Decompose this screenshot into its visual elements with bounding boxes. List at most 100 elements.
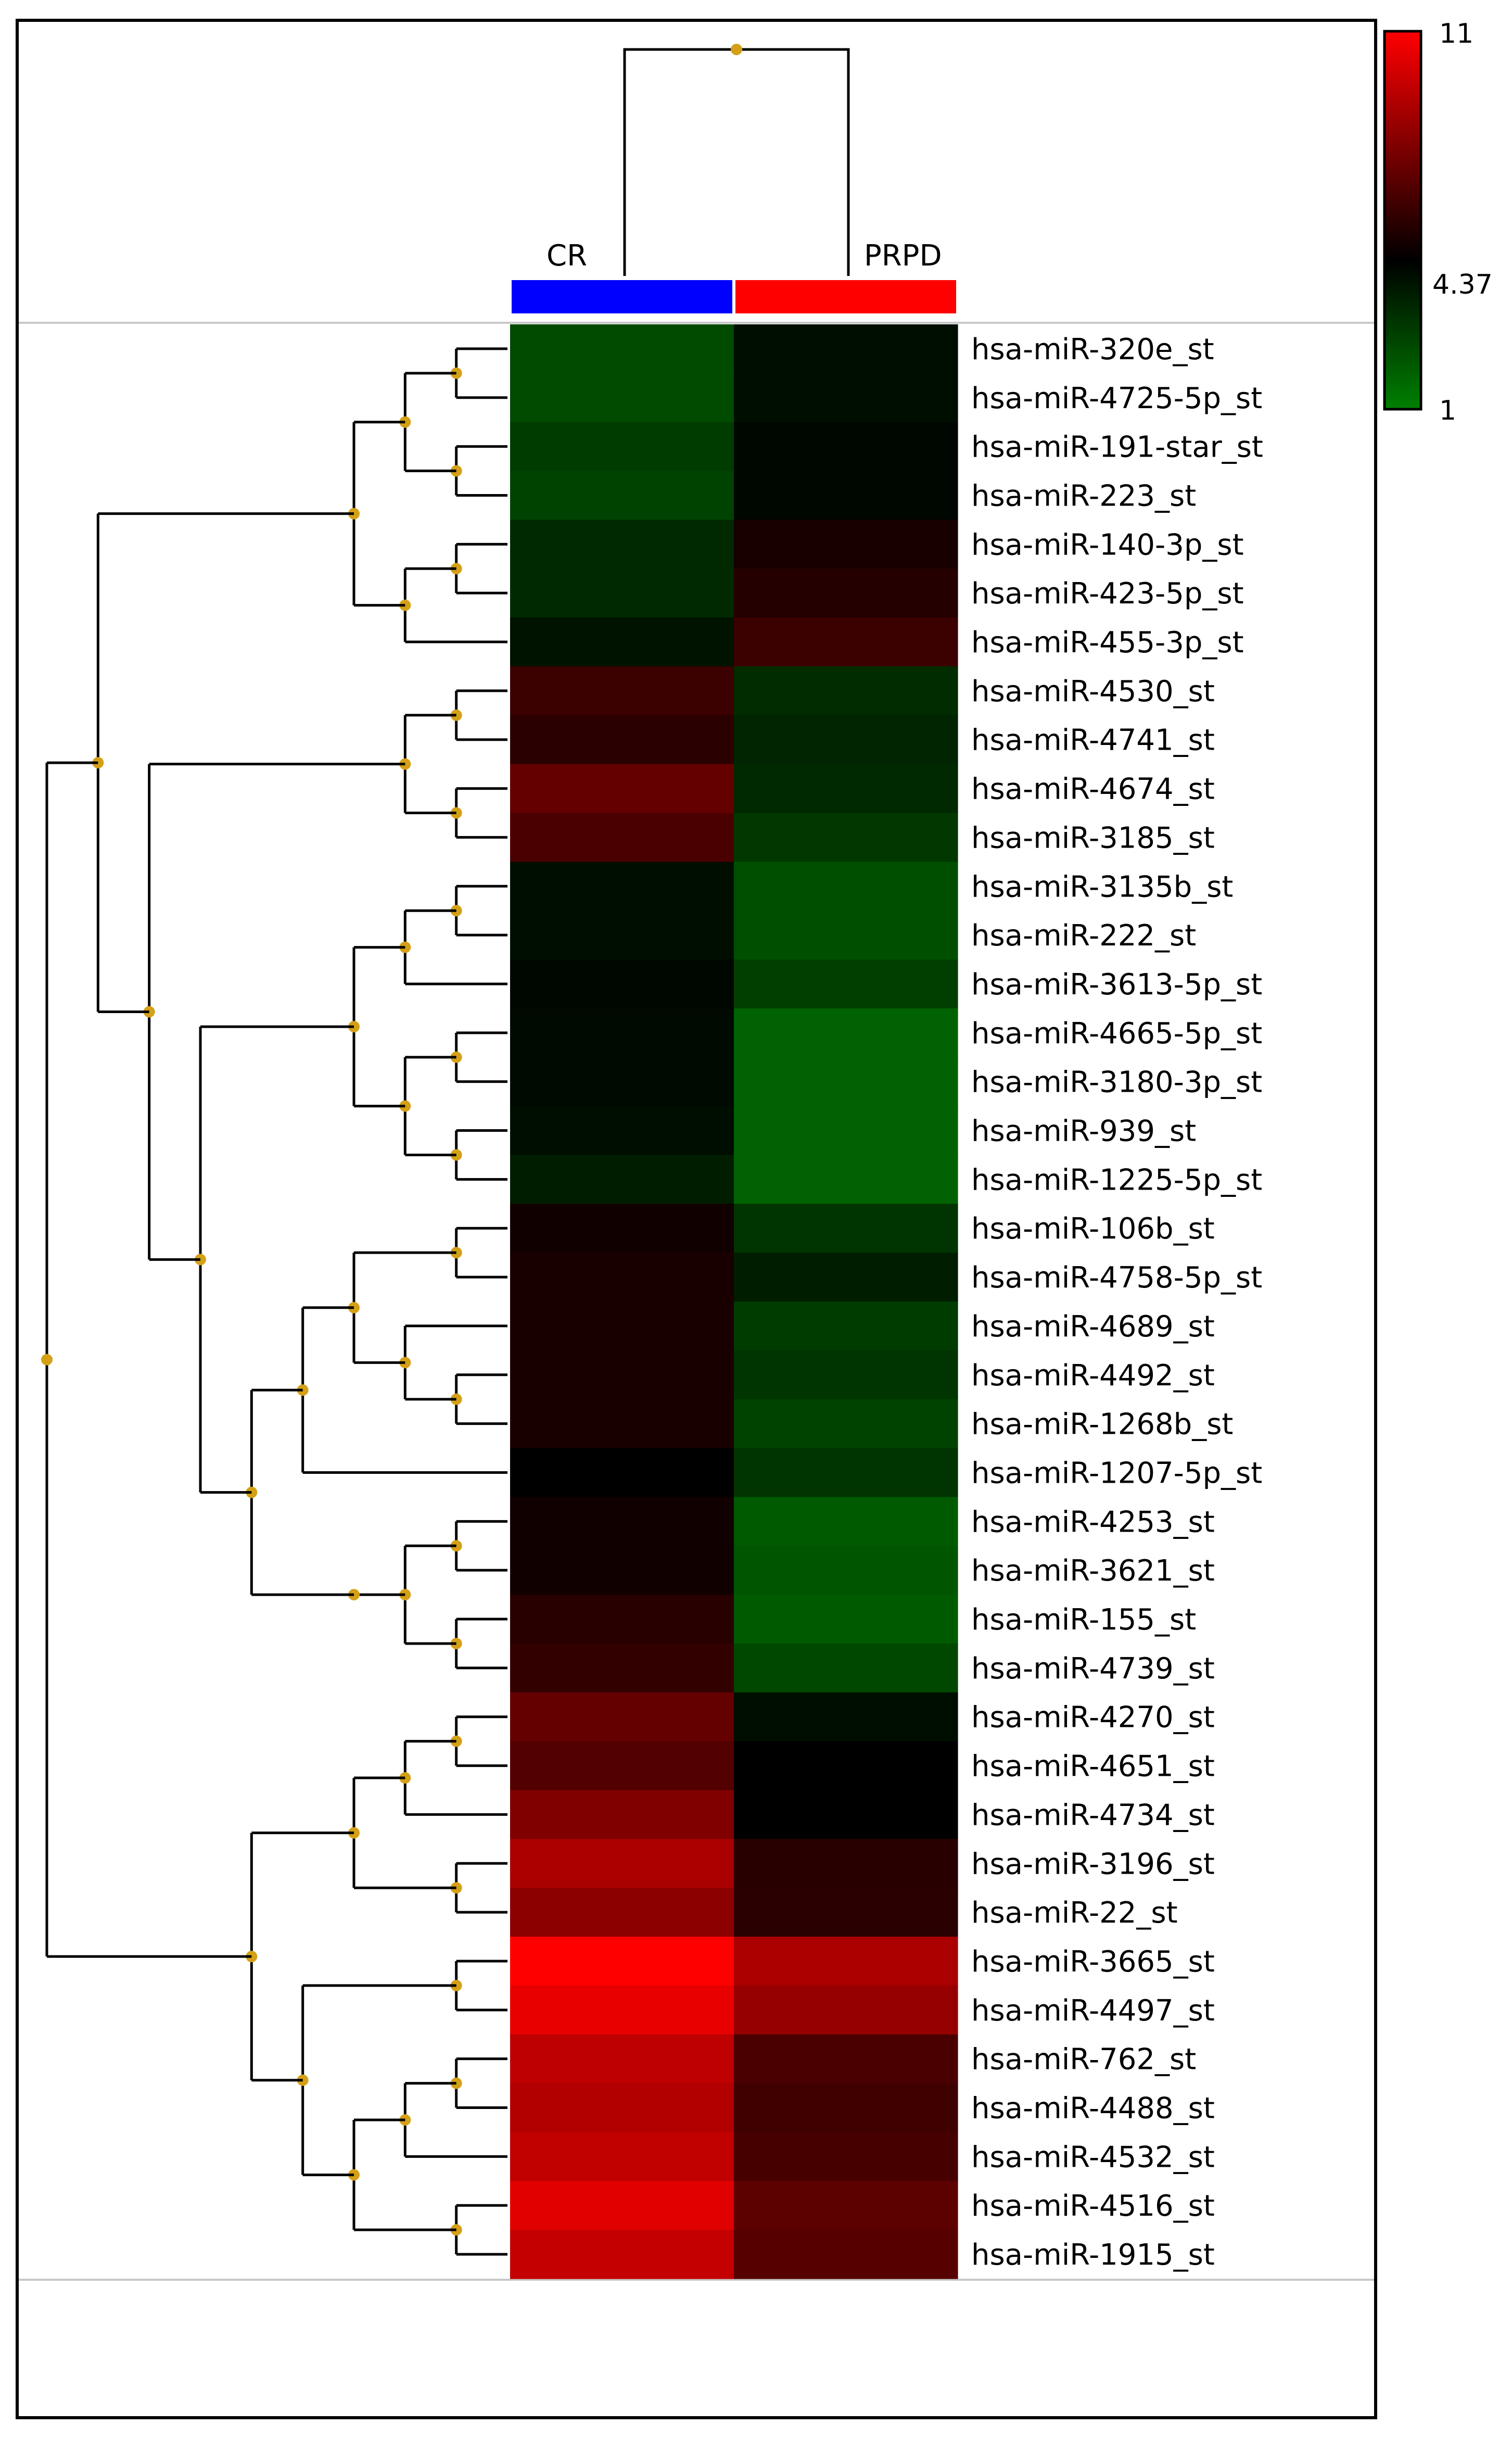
heatmap-cell: [510, 617, 734, 667]
heatmap-cell: [734, 1692, 958, 1742]
row-label: hsa-miR-155_st: [971, 1603, 1196, 1637]
color-legend: 11 4.37 1: [1383, 18, 1493, 426]
heatmap-cell: [734, 666, 958, 716]
row-label: hsa-miR-3135b_st: [971, 870, 1233, 904]
row-label: hsa-miR-4497_st: [971, 1994, 1215, 2028]
heatmap-cell: [734, 520, 958, 569]
heatmap-cell: [734, 324, 958, 374]
row-label: hsa-miR-191-star_st: [971, 431, 1263, 464]
heatmap-cell: [734, 2083, 958, 2133]
heatmap-cell: [734, 1399, 958, 1449]
heatmap-cell: [510, 1155, 734, 1204]
row-label: hsa-miR-1207-5p_st: [971, 1456, 1262, 1490]
heatmap-cell: [510, 1546, 734, 1595]
heatmap-cell: [734, 862, 958, 911]
row-dendrogram-node: [41, 1354, 53, 1366]
legend-bar: [1383, 30, 1422, 411]
heatmap-cell: [510, 2083, 734, 2133]
heatmap-cells: [510, 324, 958, 2279]
heatmap-cell: [734, 617, 958, 667]
row-label: hsa-miR-455-3p_st: [971, 626, 1244, 660]
row-label: hsa-miR-4739_st: [971, 1652, 1215, 1686]
row-label: hsa-miR-4532_st: [971, 2140, 1215, 2174]
row-label: hsa-miR-3613-5p_st: [971, 968, 1262, 1002]
row-label: hsa-miR-140-3p_st: [971, 528, 1244, 562]
heatmap-cell: [510, 2230, 734, 2279]
column-dendrogram-node: [731, 44, 742, 55]
heatmap-cell: [734, 1057, 958, 1107]
row-label: hsa-miR-223_st: [971, 479, 1196, 513]
row-label: hsa-miR-4651_st: [971, 1750, 1215, 1784]
heatmap-cell: [510, 373, 734, 423]
heatmap-cell: [734, 422, 958, 472]
heatmap-cell: [510, 1937, 734, 1986]
heatmap-cell: [734, 1546, 958, 1595]
heatmap-cell: [734, 1985, 958, 2035]
heatmap-cell: [510, 1448, 734, 1497]
row-label: hsa-miR-423-5p_st: [971, 577, 1244, 611]
heatmap-cell: [510, 1008, 734, 1058]
row-label: hsa-miR-222_st: [971, 919, 1196, 953]
column-label: CR: [547, 239, 587, 273]
row-label: hsa-miR-3180-3p_st: [971, 1066, 1262, 1100]
heatmap-cell: [510, 471, 734, 520]
heatmap-cell: [510, 422, 734, 472]
row-label: hsa-miR-4253_st: [971, 1505, 1215, 1539]
row-label: hsa-miR-3621_st: [971, 1554, 1215, 1588]
heatmap-cell: [734, 2181, 958, 2230]
heatmap-cell: [510, 1790, 734, 1839]
row-label: hsa-miR-4758-5p_st: [971, 1261, 1262, 1295]
heatmap-cell: [510, 1302, 734, 1351]
heatmap-cell: [734, 2034, 958, 2084]
row-labels: hsa-miR-320e_st hsa-miR-4725-5p_st hsa-miR…: [971, 333, 1263, 2272]
heatmap-cell: [510, 959, 734, 1009]
heatmap-cell: [510, 1204, 734, 1253]
legend-min-label: 1: [1439, 395, 1456, 426]
row-label: hsa-miR-1225-5p_st: [971, 1163, 1262, 1197]
heatmap-cell: [734, 1497, 958, 1546]
heatmap-cell: [734, 1643, 958, 1693]
column-dendrogram-link: [623, 48, 850, 276]
heatmap-cell: [510, 569, 734, 618]
row-dendrogram: [41, 347, 507, 2256]
heatmap-cell: [734, 1839, 958, 1888]
heatmap-cell: [510, 911, 734, 960]
plot-frame: [16, 19, 1377, 2419]
heatmap-cell: [734, 569, 958, 618]
column-label: PRPD: [864, 239, 942, 273]
row-label: hsa-miR-106b_st: [971, 1212, 1215, 1246]
heatmap-cell: [734, 959, 958, 1009]
heatmap-cell: [510, 2034, 734, 2084]
row-label: hsa-miR-3196_st: [971, 1847, 1215, 1881]
heatmap-cell: [510, 1741, 734, 1791]
heatmap-cell: [734, 1204, 958, 1253]
heatmap-cell: [510, 520, 734, 569]
row-label: hsa-miR-4488_st: [971, 2092, 1215, 2126]
heatmap-cell: [734, 2230, 958, 2279]
heatmap-cell: [734, 1448, 958, 1497]
heatmap-cell: [510, 862, 734, 911]
heatmap-cell: [734, 1937, 958, 1986]
heatmap-cell: [510, 324, 734, 374]
row-label: hsa-miR-3665_st: [971, 1945, 1215, 1979]
heatmap-cell: [510, 1643, 734, 1693]
group-bar: [509, 277, 735, 317]
heatmap-cell: [510, 1350, 734, 1400]
heatmap-cell: [734, 471, 958, 520]
row-label: hsa-miR-762_st: [971, 2043, 1196, 2077]
row-label: hsa-miR-939_st: [971, 1115, 1196, 1148]
heatmap-cell: [734, 1008, 958, 1058]
heatmap-cell: [510, 2181, 734, 2230]
row-label: hsa-miR-22_st: [971, 1896, 1178, 1930]
heatmap-cell: [734, 715, 958, 765]
row-label: hsa-miR-320e_st: [971, 333, 1214, 367]
row-label: hsa-miR-4674_st: [971, 773, 1215, 806]
legend-mid-label: 4.37: [1432, 269, 1493, 300]
heatmap-cell: [510, 1253, 734, 1302]
row-label: hsa-miR-3185_st: [971, 821, 1215, 855]
heatmap-cell: [510, 764, 734, 814]
row-label: hsa-miR-1268b_st: [971, 1408, 1233, 1442]
group-bar: [732, 277, 959, 317]
heatmap-cell: [510, 1106, 734, 1156]
